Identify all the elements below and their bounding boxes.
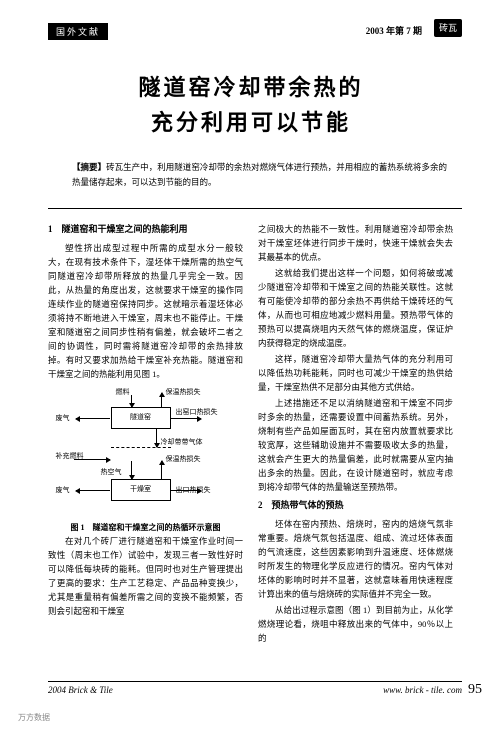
right-para-2: 这就给我们提出这样一个问题，如何将破或减少隧道窑冷却带和干燥室之间的热能关联性。… xyxy=(258,266,453,350)
section-1-para-2: 在对几个砖厂进行隧道窑和干燥室作业时间一致性（周末也工作）试验中，发现三者一致性… xyxy=(48,534,243,618)
wanfang-watermark: 万方数据 xyxy=(18,712,50,723)
section-1-para-1: 塑性挤出成型过程中所需的成型水分一般较大，在现有技术条件下，湿坯体干燥所需的热空… xyxy=(48,241,243,381)
diagram-waste-label: 废气 xyxy=(56,485,70,497)
right-para-4: 上述措施还不足以消纳隧道窑和干燥室不同步时多余的热量，还需要设置中间蓄热系统。另… xyxy=(258,396,453,494)
diagram-dryer-box: 干燥室 xyxy=(111,479,171,501)
diagram-arrow xyxy=(131,395,132,407)
abstract-label: 【摘要】 xyxy=(72,162,106,172)
diagram-kiln-box: 隧道窑 xyxy=(111,407,171,429)
header-logo: 砖瓦 xyxy=(434,19,462,37)
diagram-arrow xyxy=(131,461,132,479)
section-1-heading: 1 隧道窑和干燥室之间的热能利用 xyxy=(48,222,243,237)
diagram-kiln-loss-label: 保温热损失 xyxy=(166,387,201,399)
diagram-fuel-label: 燃料 xyxy=(116,387,130,399)
abstract-block: 【摘要】砖瓦生产中，利用隧道窑冷却带的余热对燃烧气体进行预热，并用相应的蓄热系统… xyxy=(72,160,447,191)
diagram-dryer-loss-label: 保温热损失 xyxy=(166,454,201,466)
section-2-para-1: 坯体在窑内预热、焙烧时，窑内的焙烧气氛非常重要。焙烧气氛包括温度、组成、流过坯体… xyxy=(258,517,453,601)
header-tag: 国外文献 xyxy=(48,23,108,40)
article-title: 隧道窑冷却带余热的 充分利用可以节能 xyxy=(0,70,502,140)
diagram-arrow xyxy=(76,490,110,491)
section-2-heading: 2 预热带气体的预热 xyxy=(258,498,453,513)
footer-journal: 2004 Brick & Tile xyxy=(48,685,113,695)
heat-cycle-diagram: 隧道窑 干燥室 燃料 保温热损失 废气 出窑口热损失 冷却带带气体 补充燃料 xyxy=(56,389,236,517)
figure-1-caption: 图 1 隧道窑和干燥室之间的热循环示意图 xyxy=(48,521,243,534)
right-para-1: 之间极大的热能不一致性。利用隧道窑冷却带余热对干燥室坯体进行同步干燥时，快速干燥… xyxy=(258,222,453,264)
diagram-arrow xyxy=(161,461,162,479)
diagram-connector xyxy=(111,447,171,448)
diagram-hot-air-label: 热空气 xyxy=(101,467,122,479)
right-para-3: 这样，隧道窑冷却带大量热气体的充分利用可以降低热功耗能耗，同时也可减少干燥室的热… xyxy=(258,352,453,394)
issue-label: 2003 年第 7 期 xyxy=(366,24,422,37)
right-column: 之间极大的热能不一致性。利用隧道窑冷却带余热对干燥室坯体进行同步干燥时，快速干燥… xyxy=(258,222,453,647)
divider xyxy=(48,208,462,209)
diagram-supp-fuel-label: 补充燃料 xyxy=(56,451,84,463)
footer-url: www. brick - tile. com xyxy=(383,685,462,695)
diagram-arrow xyxy=(161,393,162,407)
title-line-2: 充分利用可以节能 xyxy=(0,105,502,140)
abstract-text: 砖瓦生产中，利用隧道窑冷却带的余热对燃烧气体进行预热，并用相应的蓄热系统将多余的… xyxy=(72,162,447,187)
section-2-para-2: 从给出过程示意图（图 1）到目前为止，从化学燃烧理论看，烧咀中释放出来的气体中，… xyxy=(258,603,453,645)
diagram-exhaust-label: 废气 xyxy=(56,413,70,425)
diagram-arrow xyxy=(76,418,110,419)
title-line-1: 隧道窑冷却带余热的 xyxy=(0,70,502,105)
page-footer: 2004 Brick & Tile www. brick - tile. com xyxy=(48,681,462,695)
diagram-kiln-exit-loss-label: 出窑口热损失 xyxy=(176,407,218,419)
diagram-dryer-exit-loss-label: 出口热损失 xyxy=(176,485,211,497)
diagram-arrow xyxy=(156,429,157,447)
page-number: 95 xyxy=(468,682,482,698)
left-column: 1 隧道窑和干燥室之间的热能利用 塑性挤出成型过程中所需的成型水分一般较大，在现… xyxy=(48,222,243,620)
